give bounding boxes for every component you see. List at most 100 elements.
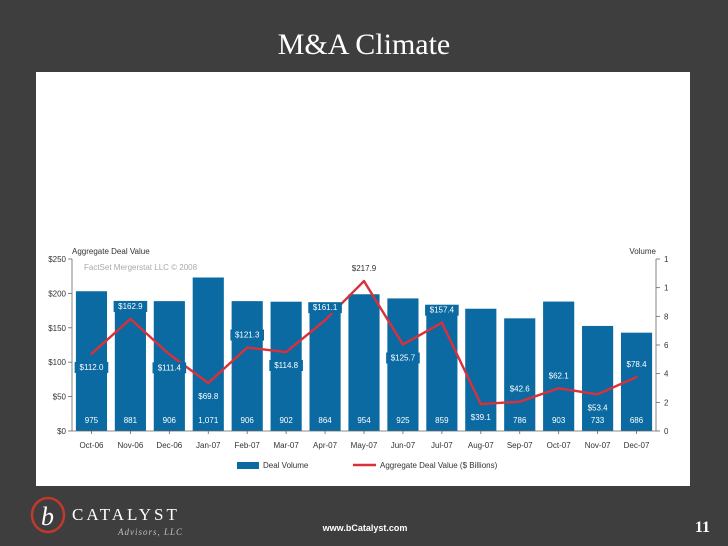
bar-volume-label: 1,071 bbox=[198, 416, 219, 425]
label-layer: 9758819061,07190690286495492585985378690… bbox=[74, 263, 652, 425]
brand-subtitle: Advisors, LLC bbox=[118, 527, 184, 537]
line-point bbox=[518, 400, 521, 403]
x-tick-label: Jun-07 bbox=[391, 441, 416, 450]
right-tick-label: 800 bbox=[664, 312, 668, 321]
value-label-bg bbox=[74, 361, 109, 373]
legend-label-value: Aggregate Deal Value ($ Billions) bbox=[380, 461, 498, 470]
left-tick-label: $50 bbox=[53, 393, 67, 402]
bar-deal-volume bbox=[426, 307, 458, 431]
bar-deal-volume bbox=[504, 318, 536, 431]
x-tick-label: Oct-06 bbox=[79, 441, 104, 450]
bar-volume-label: 864 bbox=[318, 416, 332, 425]
bar-volume-label: 859 bbox=[435, 416, 449, 425]
line-point bbox=[207, 381, 210, 385]
legend-label-volume: Deal Volume bbox=[263, 461, 309, 470]
right-tick-label: 600 bbox=[664, 341, 668, 350]
bar-deal-volume bbox=[543, 301, 575, 431]
value-label-bg bbox=[193, 390, 223, 402]
bar-volume-label: 881 bbox=[124, 416, 138, 425]
bar-deal-volume bbox=[387, 298, 419, 431]
line-point bbox=[168, 353, 171, 356]
bar-layer bbox=[75, 277, 653, 431]
line-point bbox=[557, 387, 560, 390]
value-label: $217.9 bbox=[352, 264, 377, 273]
x-tick-label: Nov-06 bbox=[118, 441, 144, 450]
x-tick-label: Aug-07 bbox=[468, 441, 494, 450]
legend-layer: Deal Volume Aggregate Deal Value ($ Billi… bbox=[237, 461, 498, 470]
line-point bbox=[479, 402, 482, 406]
x-tick-label: Oct-07 bbox=[547, 441, 572, 450]
value-label-bg bbox=[152, 362, 187, 374]
line-point bbox=[90, 352, 93, 356]
legend-swatch-volume bbox=[237, 462, 259, 469]
bar-volume-label: 925 bbox=[396, 416, 410, 425]
value-label: $161.1 bbox=[313, 303, 338, 312]
right-tick-label: 400 bbox=[664, 370, 668, 379]
value-label-bg bbox=[230, 329, 264, 341]
value-label-bg bbox=[308, 302, 342, 314]
left-tick-label: $100 bbox=[48, 358, 66, 367]
value-label-bg bbox=[269, 360, 303, 372]
value-label: $42.6 bbox=[510, 385, 531, 394]
value-label: $112.0 bbox=[80, 363, 104, 372]
x-tick-label: Mar-07 bbox=[273, 441, 299, 450]
line-point bbox=[596, 393, 599, 396]
bar-deal-volume bbox=[309, 307, 341, 431]
value-label-bg bbox=[583, 402, 613, 414]
bar-deal-volume bbox=[348, 294, 380, 431]
x-tick-label: Sep-07 bbox=[507, 441, 533, 450]
line-point bbox=[635, 375, 638, 379]
value-label: $157.4 bbox=[430, 306, 455, 315]
left-axis-label: Aggregate Deal Value bbox=[72, 247, 150, 256]
value-label: $39.1 bbox=[471, 413, 492, 422]
x-tick-label: Jan-07 bbox=[196, 441, 221, 450]
left-tick-label: $0 bbox=[57, 427, 66, 436]
bar-volume-label: 954 bbox=[357, 416, 371, 425]
bar-volume-label: 902 bbox=[279, 416, 293, 425]
value-label-bg bbox=[347, 263, 381, 275]
bar-deal-volume bbox=[75, 291, 108, 431]
bar-volume-label: 903 bbox=[552, 416, 566, 425]
bar-deal-volume bbox=[231, 301, 263, 431]
value-label: $69.8 bbox=[198, 392, 219, 401]
bar-volume-label: 733 bbox=[591, 416, 605, 425]
bar-volume-label: 975 bbox=[85, 416, 99, 425]
right-tick-label: 0 bbox=[664, 427, 668, 436]
line-point bbox=[440, 321, 444, 324]
website-url[interactable]: www.bCatalyst.com bbox=[322, 523, 408, 533]
value-label: $114.8 bbox=[274, 361, 298, 370]
left-tick-label: $150 bbox=[48, 324, 66, 333]
logo-letter: b bbox=[41, 502, 54, 531]
value-label-bg bbox=[425, 304, 459, 316]
catalyst-logo: b bbox=[30, 496, 66, 534]
axis-layer: $0 $50 $100 $150 $200 $250 0 200 400 600 800 1,000 1… bbox=[48, 255, 668, 450]
x-tick-label: Feb-07 bbox=[235, 441, 261, 450]
bar-deal-volume bbox=[192, 277, 224, 431]
brand-name: CATALYST bbox=[72, 505, 180, 524]
logo-ring bbox=[30, 496, 66, 534]
page-number: 11 bbox=[694, 519, 710, 536]
bar-deal-volume bbox=[582, 325, 614, 431]
bar-deal-volume bbox=[465, 308, 497, 431]
value-label: $62.1 bbox=[549, 371, 570, 380]
x-tick-label: Apr-07 bbox=[313, 441, 338, 450]
right-tick-label: 200 bbox=[664, 398, 668, 407]
bar-volume-label: 686 bbox=[630, 416, 644, 425]
value-label-bg bbox=[622, 359, 652, 371]
left-tick-label: $250 bbox=[48, 255, 66, 264]
line-point bbox=[129, 317, 132, 321]
value-label-bg bbox=[113, 300, 148, 312]
value-label-bg bbox=[544, 370, 574, 382]
right-axis-label: Volume bbox=[629, 247, 656, 256]
line-point bbox=[246, 346, 249, 349]
x-tick-label: Dec-06 bbox=[156, 441, 182, 450]
right-tick-label: 1,200 bbox=[664, 255, 668, 264]
value-label: $111.4 bbox=[158, 363, 182, 372]
x-tick-label: Nov-07 bbox=[585, 441, 611, 450]
value-label: $78.4 bbox=[627, 360, 648, 369]
line-point bbox=[362, 279, 366, 283]
line-point bbox=[284, 350, 288, 354]
x-tick-label: May-07 bbox=[351, 441, 378, 450]
value-label: $162.9 bbox=[118, 302, 143, 311]
value-label: $121.3 bbox=[235, 331, 260, 340]
